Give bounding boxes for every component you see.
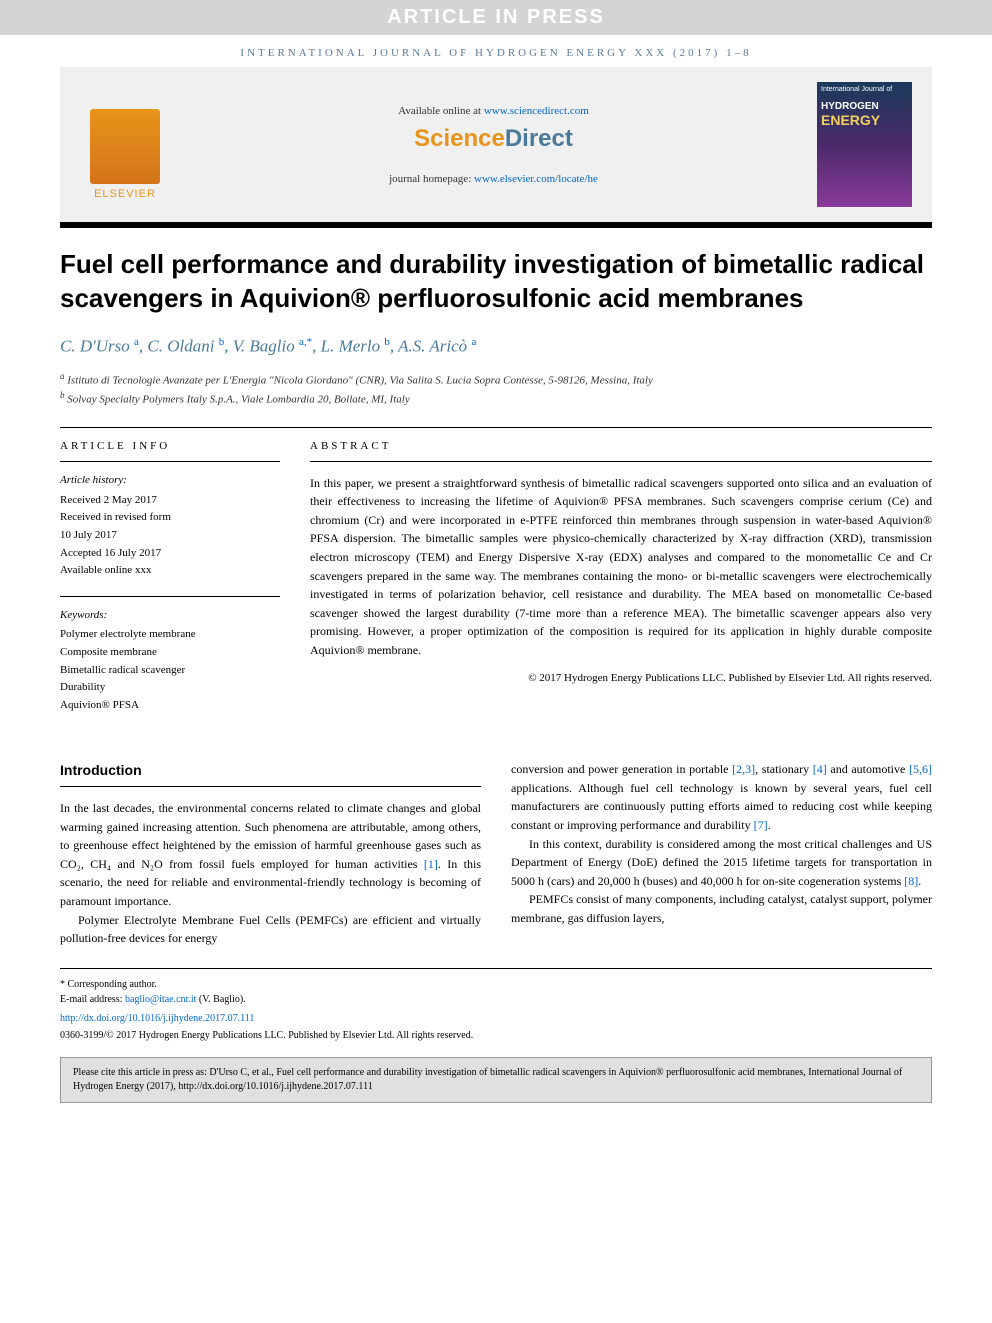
email-line: E-mail address: baglio@itae.cnr.it (V. B… <box>60 992 932 1007</box>
article-info-heading: ARTICLE INFO <box>60 428 280 463</box>
abstract-text: In this paper, we present a straightforw… <box>310 474 932 660</box>
history-label: Article history: <box>60 472 280 490</box>
email-label: E-mail address: <box>60 994 125 1005</box>
homepage-link[interactable]: www.elsevier.com/locate/he <box>474 173 598 185</box>
corresponding-author-label: * Corresponding author. <box>60 977 932 992</box>
ref-link-23[interactable]: [2,3] <box>732 762 755 776</box>
affiliation-a: a Istituto di Tecnologie Avanzate per L'… <box>60 370 932 389</box>
sciencedirect-logo[interactable]: ScienceDirect <box>170 125 817 153</box>
p3-post: . <box>768 818 771 832</box>
body-columns: Introduction In the last decades, the en… <box>60 760 932 947</box>
footer-copyright: 0360-3199/© 2017 Hydrogen Energy Publica… <box>60 1028 932 1043</box>
journal-header-citation: INTERNATIONAL JOURNAL OF HYDROGEN ENERGY… <box>0 35 992 67</box>
doi-link[interactable]: http://dx.doi.org/10.1016/j.ijhydene.201… <box>60 1013 254 1024</box>
header-center: Available online at www.sciencedirect.co… <box>170 105 817 185</box>
history-line: 10 July 2017 <box>60 527 280 545</box>
email-link[interactable]: baglio@itae.cnr.it <box>125 994 196 1005</box>
keyword: Aquivion® PFSA <box>60 697 280 715</box>
citation-box: Please cite this article in press as: D'… <box>60 1057 932 1103</box>
footer-area: * Corresponding author. E-mail address: … <box>60 968 932 1043</box>
affiliation-b: b Solvay Specialty Polymers Italy S.p.A.… <box>60 389 932 408</box>
journal-cover-thumbnail[interactable]: International Journal of HYDROGEN ENERGY <box>817 82 912 207</box>
ref-link-7[interactable]: [7] <box>754 818 768 832</box>
article-in-press-banner: ARTICLE IN PRESS <box>0 0 992 35</box>
ref-link-8[interactable]: [8] <box>904 874 918 888</box>
ref-link-56[interactable]: [5,6] <box>909 762 932 776</box>
body-column-right: conversion and power generation in porta… <box>511 760 932 947</box>
email-name: (V. Baglio). <box>196 994 245 1005</box>
doi-line: http://dx.doi.org/10.1016/j.ijhydene.201… <box>60 1011 932 1026</box>
intro-paragraph-2: Polymer Electrolyte Membrane Fuel Cells … <box>60 911 481 948</box>
available-online-line: Available online at www.sciencedirect.co… <box>170 105 817 117</box>
intro-paragraph-1: In the last decades, the environmental c… <box>60 799 481 911</box>
sd-orange: Science <box>414 125 505 152</box>
abstract-heading: ABSTRACT <box>310 428 932 462</box>
sciencedirect-link[interactable]: www.sciencedirect.com <box>484 105 589 117</box>
p3-m1: , stationary <box>755 762 813 776</box>
ref-link-1[interactable]: [1] <box>424 857 438 871</box>
p3-pre: conversion and power generation in porta… <box>511 762 732 776</box>
sd-rest: Direct <box>505 125 573 152</box>
abstract-column: ABSTRACT In this paper, we present a str… <box>310 428 932 731</box>
history-line: Received in revised form <box>60 509 280 527</box>
affiliation-b-text: Solvay Specialty Polymers Italy S.p.A., … <box>67 394 409 406</box>
info-abstract-row: ARTICLE INFO Article history: Received 2… <box>60 427 932 731</box>
p4-post: . <box>918 874 921 888</box>
article-info-column: ARTICLE INFO Article history: Received 2… <box>60 428 280 731</box>
intro-paragraph-5: PEMFCs consist of many components, inclu… <box>511 890 932 927</box>
keywords-block: Keywords: Polymer electrolyte membrane C… <box>60 596 280 715</box>
abstract-copyright: © 2017 Hydrogen Energy Publications LLC.… <box>310 670 932 687</box>
available-online-text: Available online at <box>398 105 484 117</box>
affiliation-a-text: Istituto di Tecnologie Avanzate per L'En… <box>67 375 653 387</box>
p1-pre: In the last decades, the environmental c… <box>60 801 481 871</box>
p4-pre: In this context, durability is considere… <box>511 837 932 888</box>
elsevier-tree-icon <box>90 109 160 184</box>
ref-link-4[interactable]: [4] <box>813 762 827 776</box>
body-column-left: Introduction In the last decades, the en… <box>60 760 481 947</box>
journal-homepage-line: journal homepage: www.elsevier.com/locat… <box>170 173 817 185</box>
history-line: Received 2 May 2017 <box>60 492 280 510</box>
intro-paragraph-4: In this context, durability is considere… <box>511 835 932 891</box>
p3-m3: applications. Although fuel cell technol… <box>511 781 932 832</box>
p3-m2: and automotive <box>827 762 909 776</box>
header-box: ELSEVIER Available online at www.science… <box>60 67 932 222</box>
keywords-label: Keywords: <box>60 607 280 625</box>
keyword: Polymer electrolyte membrane <box>60 626 280 644</box>
keyword: Composite membrane <box>60 644 280 662</box>
elsevier-logo[interactable]: ELSEVIER <box>80 90 170 200</box>
keyword: Bimetallic radical scavenger <box>60 662 280 680</box>
intro-paragraph-3: conversion and power generation in porta… <box>511 760 932 834</box>
main-content: Fuel cell performance and durability inv… <box>0 228 992 948</box>
article-title: Fuel cell performance and durability inv… <box>60 248 932 316</box>
history-line: Available online xxx <box>60 562 280 580</box>
cover-line1: International Journal of <box>821 86 908 93</box>
cover-line2: HYDROGEN <box>821 101 908 112</box>
history-line: Accepted 16 July 2017 <box>60 545 280 563</box>
homepage-label: journal homepage: <box>389 173 474 185</box>
keyword: Durability <box>60 679 280 697</box>
elsevier-text: ELSEVIER <box>94 188 156 200</box>
article-history-block: Article history: Received 2 May 2017 Rec… <box>60 472 280 580</box>
authors-line: C. D'Urso a, C. Oldani b, V. Baglio a,*,… <box>60 336 932 357</box>
introduction-heading: Introduction <box>60 760 481 787</box>
affiliations: a Istituto di Tecnologie Avanzate per L'… <box>60 370 932 408</box>
cover-line3: ENERGY <box>821 112 908 128</box>
